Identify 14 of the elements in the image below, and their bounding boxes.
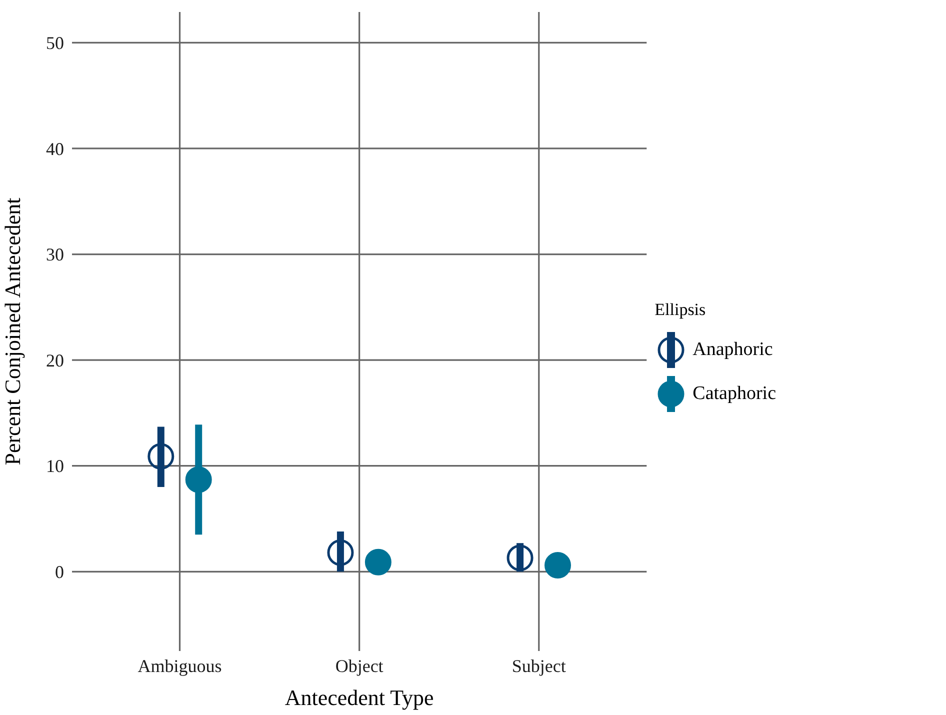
x-tick-label: Ambiguous: [138, 656, 222, 676]
y-tick-label: 0: [55, 562, 64, 582]
x-tick-label: Object: [335, 656, 384, 676]
legend-label: Cataphoric: [692, 382, 776, 404]
legend-title: Ellipsis: [654, 300, 707, 320]
y-tick-label: 10: [46, 456, 64, 476]
y-tick-label: 30: [46, 244, 64, 265]
y-axis-title: Percent Conjoined Antecedent: [0, 198, 25, 466]
y-tick-label: 20: [46, 350, 64, 370]
legend-label: Anaphoric: [692, 338, 773, 360]
x-tick-label: Subject: [512, 656, 566, 676]
y-tick-label: 50: [46, 33, 64, 54]
x-axis-title: Antecedent Type: [284, 685, 434, 710]
y-tick-label: 40: [46, 138, 64, 159]
